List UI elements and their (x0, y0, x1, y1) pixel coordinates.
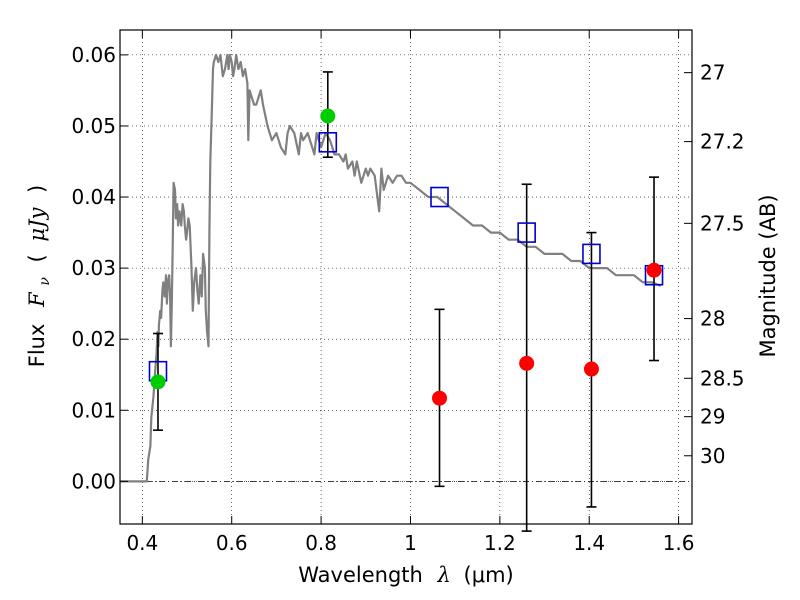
y2-tick-label: 28 (700, 307, 725, 331)
y-tick-label: 0.02 (71, 327, 116, 351)
plot-content (120, 53, 664, 532)
y-tick-label: 0.05 (71, 114, 116, 138)
axis-tick-labels: 0.4 0.6 0.8 1 1.2 1.4 1.6 0.00 0.01 0.02 0.03 0.04 0… (71, 43, 744, 555)
model-photometry-square (430, 186, 449, 208)
observed-flux-point (519, 355, 535, 371)
y2-tick-label: 27 (700, 61, 725, 85)
y2-tick-label: 28.5 (700, 366, 745, 390)
y2-tick-label: 27.5 (700, 211, 745, 235)
plot-frame (119, 29, 693, 525)
observed-flux-point (646, 262, 662, 278)
model-photometry-square (517, 222, 536, 243)
y-tick-label: 0.01 (71, 398, 116, 422)
model-spectrum-line (120, 53, 662, 483)
x-tick-label: 0.8 (305, 531, 337, 555)
y2-axis-label: Magnitude (AB) (756, 194, 780, 357)
observed-flux-point (320, 108, 336, 124)
y2-tick-label: 30 (700, 444, 725, 468)
y2-tick-label: 29 (700, 405, 725, 429)
axis-ticks (120, 30, 692, 524)
x-tick-label: 0.4 (126, 531, 158, 555)
x-axis-label: Wavelength λ (μm) (298, 563, 513, 587)
x-tick-label: 1 (404, 531, 417, 555)
y-axis-label: Flux F ν ( μJy ) (25, 185, 54, 368)
observed-flux-point (432, 390, 448, 406)
y-tick-label: 0.03 (71, 256, 116, 280)
model-photometry-square (318, 132, 338, 153)
observed-flux-point (583, 361, 599, 377)
x-tick-label: 0.6 (216, 531, 248, 555)
x-tick-label: 1.4 (573, 531, 605, 555)
y-tick-label: 0.06 (71, 43, 116, 67)
model-photometry-square (582, 243, 601, 265)
observed-flux-point (150, 374, 166, 390)
x-tick-label: 1.2 (484, 531, 516, 555)
y2-tick-label: 27.2 (700, 130, 745, 154)
y-tick-label: 0.00 (71, 469, 116, 493)
y-tick-label: 0.04 (71, 185, 116, 209)
x-tick-label: 1.6 (663, 531, 695, 555)
